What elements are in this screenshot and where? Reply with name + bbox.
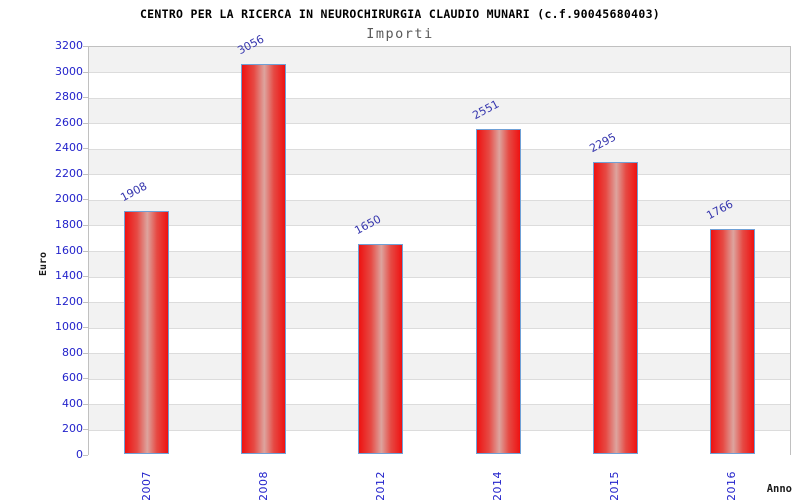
y-tick-label: 800 (62, 345, 83, 359)
gridline (89, 225, 790, 227)
plot-band (89, 123, 790, 150)
plot-band (89, 47, 790, 73)
gridline (89, 174, 790, 176)
y-tick-mark (83, 301, 88, 303)
gridline (89, 302, 790, 304)
x-tick-label: 2016 (725, 471, 739, 500)
bar-2008 (241, 64, 287, 454)
plot-band (89, 72, 790, 99)
gridline (89, 199, 790, 201)
bar-2016 (709, 229, 755, 454)
x-axis-title: Anno (766, 483, 792, 495)
y-tick-mark (83, 327, 88, 329)
y-tick-mark (83, 429, 88, 431)
plot-band (89, 430, 790, 456)
plot-band (89, 379, 790, 405)
y-tick-mark (83, 378, 88, 380)
bar-2015 (592, 161, 638, 454)
y-tick-mark (83, 199, 88, 201)
y-tick-label: 3000 (55, 64, 83, 78)
y-tick-label: 3200 (55, 39, 83, 52)
y-tick-label: 1200 (55, 294, 83, 308)
y-tick-label: 1800 (55, 217, 83, 231)
bar-2012 (358, 244, 404, 454)
plot-band (89, 149, 790, 175)
plot-band (89, 302, 790, 329)
gridline (89, 327, 790, 329)
bar-2014 (475, 128, 521, 454)
plot-band (89, 251, 790, 278)
y-tick-mark (83, 276, 88, 278)
y-tick-mark (83, 71, 88, 73)
plot-band (89, 277, 790, 303)
y-tick-label: 2600 (55, 115, 83, 129)
plot-band (89, 98, 790, 124)
y-tick-mark (83, 403, 88, 405)
y-tick-mark (83, 455, 88, 456)
y-tick-label: 1400 (55, 269, 83, 283)
y-tick-label: 0 (76, 448, 83, 461)
y-tick-mark (83, 250, 88, 252)
gridline (89, 251, 790, 252)
gridline (89, 378, 790, 380)
y-tick-label: 600 (62, 371, 83, 385)
x-tick-label: 2007 (139, 471, 153, 500)
plot-band (89, 404, 790, 431)
plot-band (89, 174, 790, 201)
y-tick-label: 1000 (55, 320, 83, 334)
y-tick-mark (83, 46, 88, 47)
x-tick-label: 2014 (491, 471, 505, 500)
plot-area (88, 46, 791, 456)
y-tick-label: 2400 (55, 141, 83, 155)
y-tick-label: 400 (62, 396, 83, 410)
gridline (89, 123, 790, 125)
gridline (89, 404, 790, 406)
y-tick-mark (83, 224, 88, 226)
plot-band (89, 353, 790, 380)
chart-subtitle: Importi (366, 26, 434, 42)
y-tick-label: 2200 (55, 166, 83, 180)
y-tick-label: 200 (62, 422, 83, 436)
x-tick-label: 2015 (608, 471, 622, 500)
chart-title: CENTRO PER LA RICERCA IN NEUROCHIRURGIA … (139, 7, 661, 21)
y-tick-mark (83, 97, 88, 99)
y-tick-mark (83, 173, 88, 175)
gridline (89, 97, 790, 99)
gridline (89, 353, 790, 355)
plot-band (89, 328, 790, 354)
y-tick-mark (83, 122, 88, 124)
gridline (89, 72, 790, 74)
y-tick-mark (83, 148, 88, 150)
bar-2007 (124, 211, 170, 454)
plot-band (89, 200, 790, 226)
y-tick-mark (83, 352, 88, 354)
gridline (89, 148, 790, 150)
gridline (89, 276, 790, 278)
x-tick-label: 2008 (256, 471, 270, 500)
y-tick-label: 2800 (55, 90, 83, 104)
y-tick-label: 2000 (55, 192, 83, 206)
gridline (89, 429, 790, 431)
plot-band (89, 225, 790, 252)
y-tick-label: 1600 (55, 243, 83, 257)
x-tick-label: 2012 (373, 471, 387, 500)
